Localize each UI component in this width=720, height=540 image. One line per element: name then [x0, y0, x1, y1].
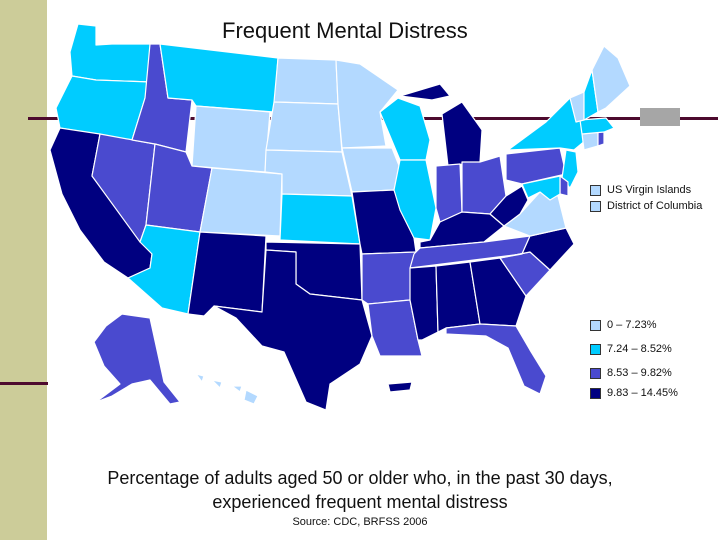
legend-swatch: [590, 184, 601, 196]
state-mi: [399, 83, 483, 167]
state-fl: [445, 323, 547, 395]
state-wv: [489, 185, 529, 227]
state-nj: [561, 149, 579, 189]
legend-item: 8.53 – 9.82%: [590, 367, 672, 379]
decorative-gray-block: [640, 108, 680, 126]
legend-swatch: [590, 319, 601, 331]
legend-label: 7.24 – 8.52%: [607, 343, 672, 355]
legend-swatch: [590, 343, 601, 355]
legend-swatch: [590, 200, 601, 212]
state-ri: [597, 131, 605, 147]
state-nm: [187, 231, 267, 317]
state-ga: [469, 257, 527, 327]
state-ct: [581, 131, 599, 151]
state-me: [591, 45, 631, 113]
state-wy: [191, 105, 271, 173]
legend-item: 7.24 – 8.52%: [590, 343, 672, 355]
state-ia: [341, 147, 401, 193]
source-note: Source: CDC, BRFSS 2006: [292, 516, 428, 528]
state-pr: [387, 381, 413, 393]
legend-label: District of Columbia: [607, 200, 703, 212]
state-tx: [213, 249, 373, 411]
state-ma: [579, 117, 615, 135]
slide-sidebar: [0, 0, 47, 540]
state-hi: [195, 373, 259, 405]
state-ak: [93, 313, 181, 405]
state-wa: [69, 23, 157, 83]
state-nd: [273, 57, 339, 105]
legend-swatch: [590, 367, 601, 379]
map-caption: Percentage of adults aged 50 or older wh…: [107, 468, 613, 512]
state-ks: [279, 193, 361, 245]
legend-label: US Virgin Islands: [607, 184, 692, 196]
state-ar: [361, 251, 417, 305]
territory-legend-item: US Virgin Islands: [590, 184, 691, 196]
legend-swatch: [590, 387, 601, 399]
legend-label: 8.53 – 9.82%: [607, 367, 672, 379]
map-title: Frequent Mental Distress: [222, 18, 468, 43]
legend-item: 0 – 7.23%: [590, 319, 657, 331]
state-md: [521, 175, 561, 201]
decorative-rule-left: [0, 382, 48, 385]
territory-legend-item: District of Columbia: [590, 200, 702, 212]
state-mn: [335, 59, 399, 149]
state-il: [393, 159, 437, 241]
legend-label: 9.83 – 14.45%: [607, 387, 678, 399]
legend-item: 9.83 – 14.45%: [590, 387, 678, 399]
state-sd: [265, 101, 343, 153]
legend-label: 0 – 7.23%: [607, 319, 657, 331]
state-co: [199, 167, 283, 237]
